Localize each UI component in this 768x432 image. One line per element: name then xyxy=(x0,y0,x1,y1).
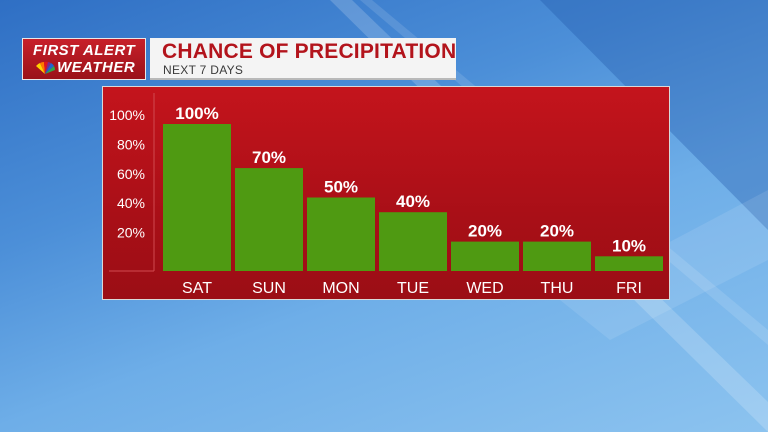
data-label: 50% xyxy=(324,178,358,197)
data-label: 100% xyxy=(175,104,218,123)
data-label: 70% xyxy=(252,148,286,167)
data-label: 20% xyxy=(468,222,502,241)
x-tick-label: THU xyxy=(541,280,574,297)
x-tick-label: MON xyxy=(322,280,359,297)
bar xyxy=(451,241,519,271)
x-tick-label: TUE xyxy=(397,280,429,297)
y-tick-label: 80% xyxy=(117,136,145,152)
page-subtitle: NEXT 7 DAYS xyxy=(163,63,244,77)
chart-panel: 20% 40% 60% 80% 100% 100% 70% 50% 40% 20% 20% 10% … xyxy=(102,86,670,300)
y-tick-label: 100% xyxy=(109,107,145,123)
data-label: 10% xyxy=(612,236,646,255)
brand-line-1: FIRST ALERT xyxy=(33,42,136,59)
x-axis: SAT SUN MON TUE WED THU FRI xyxy=(182,280,642,297)
y-tick-label: 40% xyxy=(117,195,145,211)
bars-group: 100% 70% 50% 40% 20% 20% 10% xyxy=(163,104,663,271)
brand-line-2: WEATHER xyxy=(57,59,136,76)
x-tick-label: WED xyxy=(466,280,503,297)
y-tick-label: 60% xyxy=(117,166,145,182)
x-tick-label: FRI xyxy=(616,280,642,297)
page-title: CHANCE OF PRECIPITATION xyxy=(162,40,457,63)
bar xyxy=(163,124,231,271)
x-tick-label: SAT xyxy=(182,280,212,297)
bar xyxy=(523,241,591,271)
header-title-box: CHANCE OF PRECIPITATION NEXT 7 DAYS xyxy=(150,38,456,80)
data-label: 40% xyxy=(396,192,430,211)
precipitation-bar-chart: 20%40%60%80%100% 100%70%50%40%20% 20%10% … xyxy=(109,93,663,297)
bar xyxy=(235,168,303,271)
y-tick-label: 20% xyxy=(117,225,145,241)
first-alert-weather-logo: FIRST ALERT WEATHER xyxy=(22,38,146,80)
y-axis: 20% 40% 60% 80% 100% xyxy=(109,107,145,241)
bar xyxy=(379,212,447,271)
bar xyxy=(595,256,663,271)
data-label: 20% xyxy=(540,222,574,241)
x-tick-label: SUN xyxy=(252,280,286,297)
bar xyxy=(307,197,375,271)
peacock-icon xyxy=(36,61,55,74)
